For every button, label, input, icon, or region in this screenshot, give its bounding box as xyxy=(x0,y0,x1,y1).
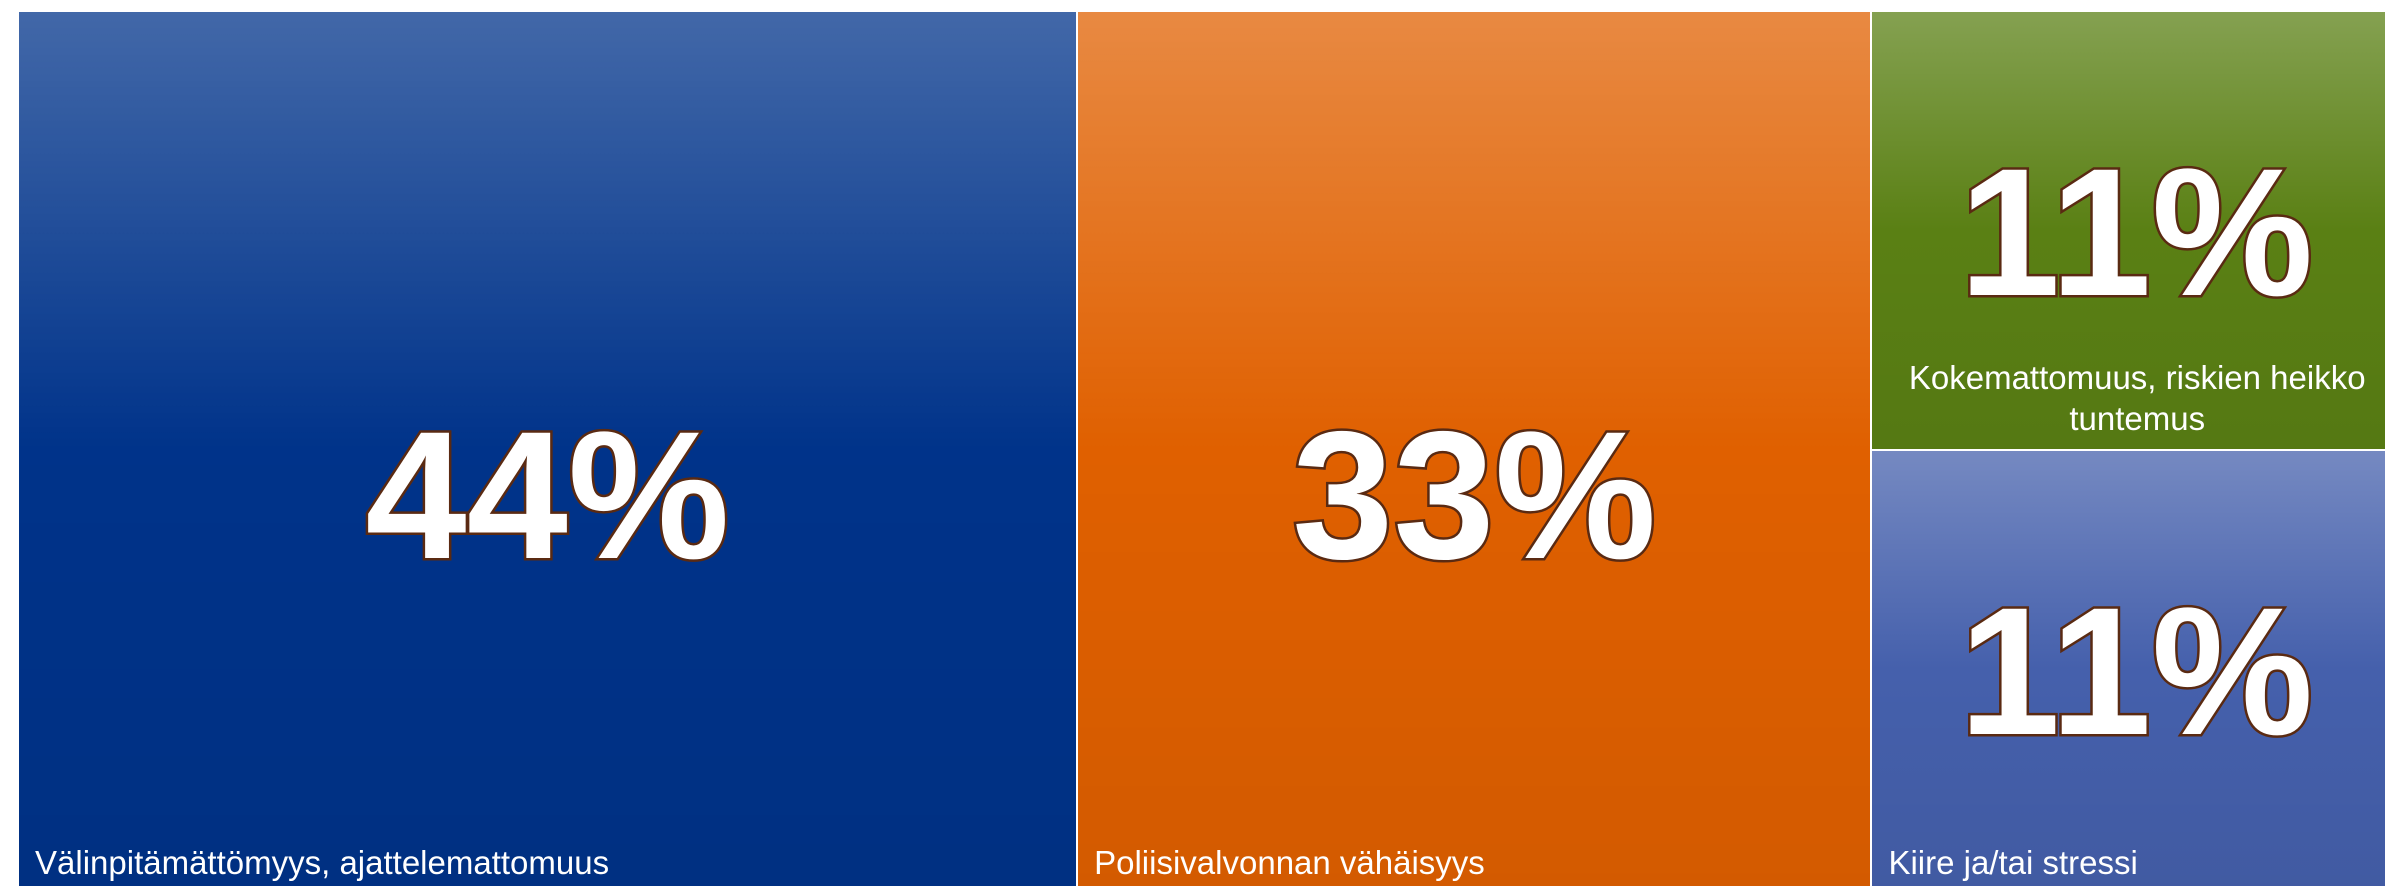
category-label: Välinpitämättömyys, ajattelemattomuus xyxy=(35,844,610,881)
value-label: 44% xyxy=(363,393,732,597)
treemap-cell: 44% Välinpitämättömyys, ajattelemattomuus xyxy=(18,11,1078,886)
value-label: 11% xyxy=(1957,568,2316,773)
treemap-cell: 11% Kokemattomuus, riskien heikko tuntemu… xyxy=(1871,11,2385,450)
treemap-cell: 33% Poliisivalvonnan vähäisyys xyxy=(1077,11,1872,886)
value-label: 33% xyxy=(1290,393,1659,597)
category-label: Kiire ja/tai stressi xyxy=(1888,844,2138,881)
treemap-cell: 11% Kiire ja/tai stressi xyxy=(1871,450,2385,886)
category-label: Poliisivalvonnan vähäisyys xyxy=(1094,844,1485,881)
category-label: Kokemattomuus, riskien heikko tuntemus xyxy=(1908,358,2366,437)
value-label: 11% xyxy=(1957,129,2316,334)
